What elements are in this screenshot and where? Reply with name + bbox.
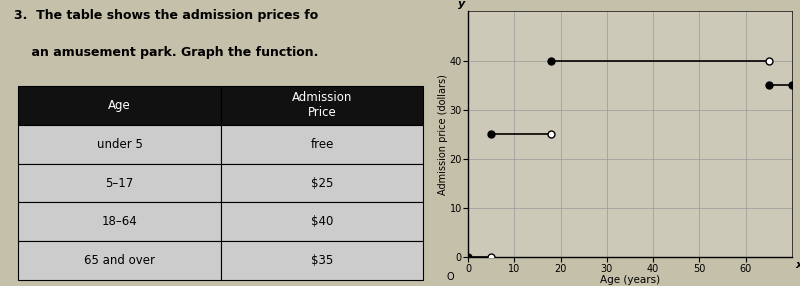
Bar (221, 241, 423, 280)
Text: x: x (795, 260, 800, 270)
Bar (221, 125, 423, 164)
Bar (18, 241, 221, 280)
Text: 65 and over: 65 and over (84, 254, 155, 267)
Bar (221, 164, 423, 202)
X-axis label: Age (years): Age (years) (600, 275, 660, 285)
Text: 5–17: 5–17 (106, 176, 134, 190)
Text: $40: $40 (311, 215, 333, 229)
Bar (18, 125, 221, 164)
Bar (221, 202, 423, 241)
Text: Age: Age (108, 99, 131, 112)
Text: 18–64: 18–64 (102, 215, 138, 229)
Text: 3.  The table shows the admission prices fo: 3. The table shows the admission prices … (14, 9, 318, 21)
Text: O: O (446, 272, 454, 282)
Text: under 5: under 5 (97, 138, 142, 151)
Text: free: free (310, 138, 334, 151)
Text: an amusement park. Graph the function.: an amusement park. Graph the function. (14, 46, 318, 59)
Bar (18, 164, 221, 202)
Text: y: y (458, 0, 465, 9)
Text: $25: $25 (311, 176, 333, 190)
Text: Admission
Price: Admission Price (292, 91, 352, 119)
Bar (18, 202, 221, 241)
Text: $35: $35 (311, 254, 333, 267)
Bar (18, 86, 221, 125)
Y-axis label: Admission price (dollars): Admission price (dollars) (438, 74, 448, 195)
Bar (221, 86, 423, 125)
